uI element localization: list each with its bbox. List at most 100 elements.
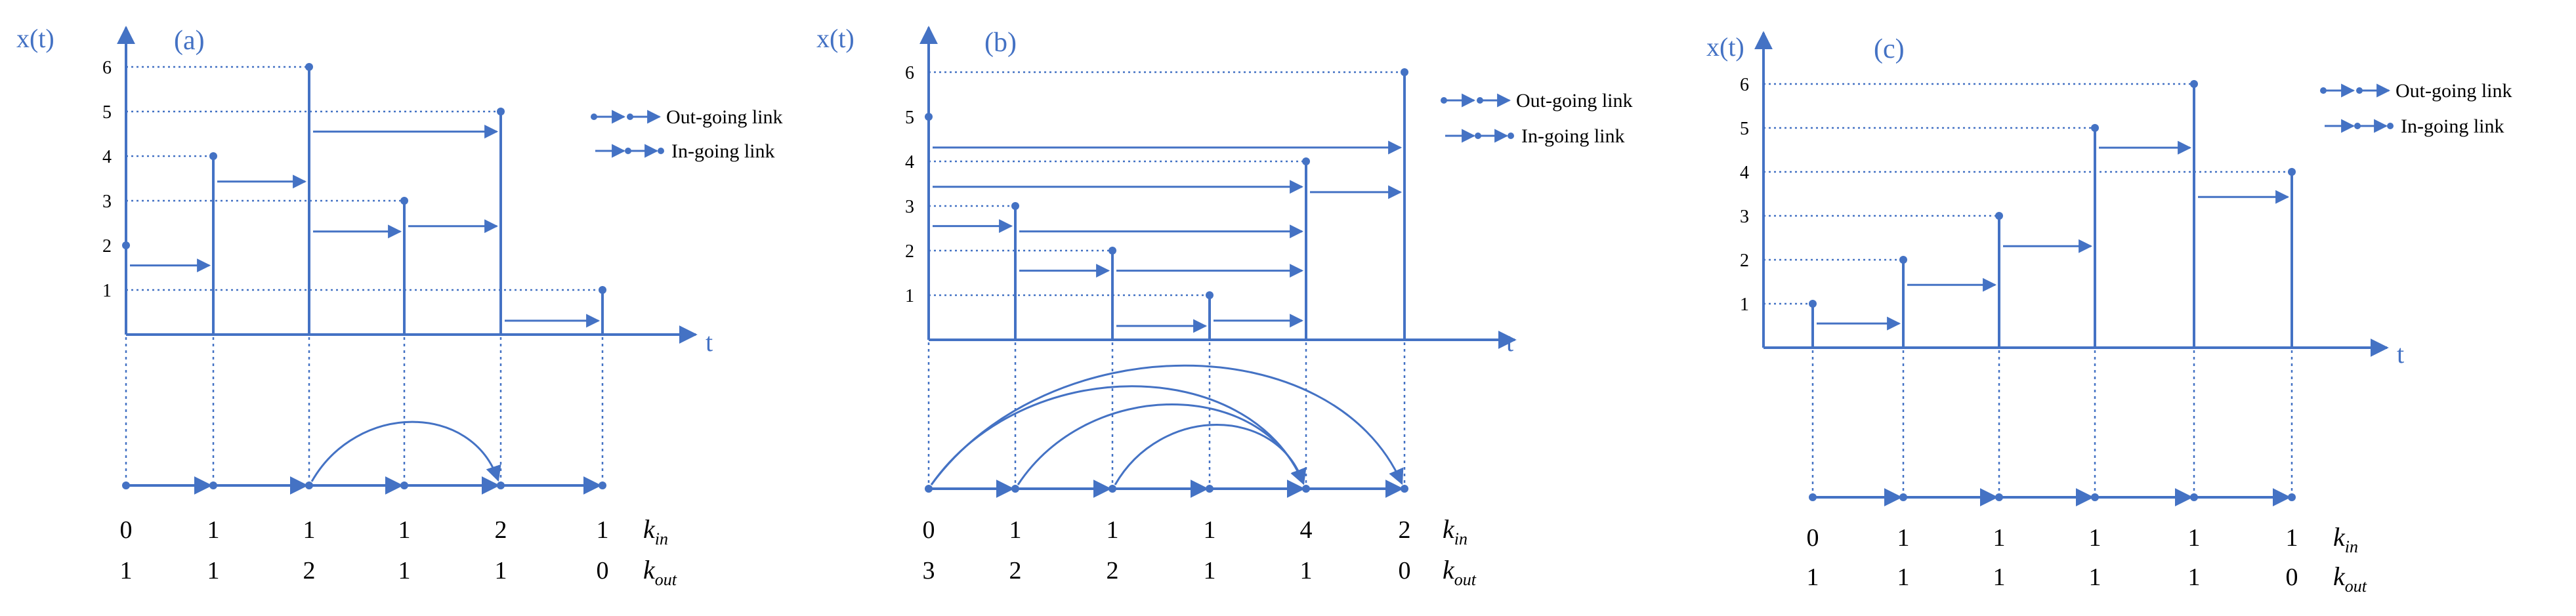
y-axis-label: x(t) (1706, 32, 1744, 62)
value-point (1011, 202, 1019, 210)
k-out-value: 1 (1807, 564, 1819, 591)
panel-label: (c) (1874, 34, 1905, 64)
y-tick-label: 5 (102, 102, 112, 123)
network-arc (930, 364, 1404, 485)
y-axis-label: x(t) (816, 24, 855, 53)
network-node (1011, 485, 1019, 493)
network-node (599, 482, 606, 489)
k-out-value: 1 (1300, 557, 1313, 585)
y-tick-label: 4 (1740, 163, 1749, 183)
x-axis-label: t (2397, 339, 2404, 369)
y-tick-label: 6 (102, 58, 112, 78)
k-in-value: 1 (597, 516, 609, 544)
value-point (305, 63, 313, 71)
k-out-label: kout (1443, 555, 1477, 589)
k-in-value: 1 (1897, 524, 1910, 552)
value-point (599, 286, 606, 294)
k-in-value: 1 (303, 516, 316, 544)
k-out-value: 1 (1897, 564, 1910, 591)
legend-out-label: Out-going link (666, 106, 783, 128)
k-out-value: 2 (303, 557, 316, 585)
y-tick-label: 3 (1740, 207, 1749, 227)
legend-in-label: In-going link (1521, 125, 1625, 147)
y-tick-label: 2 (905, 241, 914, 262)
k-in-value: 1 (207, 516, 220, 544)
k-out-value: 1 (2188, 564, 2201, 591)
value-point (2288, 168, 2296, 176)
y-tick-label: 5 (1740, 119, 1749, 139)
k-in-label: kin (643, 514, 668, 548)
network-node (209, 482, 217, 489)
k-out-value: 1 (1204, 557, 1216, 585)
network-node (2091, 493, 2099, 501)
y-tick-label: 1 (905, 286, 914, 306)
network-node (1809, 493, 1817, 501)
value-point (209, 152, 217, 160)
k-in-value: 0 (1807, 524, 1819, 552)
k-in-label: kin (1443, 514, 1467, 548)
k-out-value: 1 (207, 557, 220, 585)
k-in-value: 1 (398, 516, 411, 544)
k-in-value: 1 (2286, 524, 2298, 552)
k-out-value: 3 (923, 557, 935, 585)
x-axis-label: t (1506, 327, 1513, 357)
k-out-value: 1 (2089, 564, 2101, 591)
network-node (1995, 493, 2003, 501)
k-in-value: 2 (1399, 516, 1411, 544)
value-point (1206, 291, 1214, 299)
network-node (1401, 485, 1408, 493)
k-out-value: 0 (597, 557, 609, 585)
value-point (925, 113, 933, 121)
k-out-value: 1 (495, 557, 507, 585)
k-in-value: 0 (923, 516, 935, 544)
legend-in-dot (1508, 133, 1514, 139)
network-arc (1114, 424, 1307, 485)
y-tick-label: 1 (1740, 295, 1749, 315)
k-out-value: 0 (2286, 564, 2298, 591)
x-axis-label: t (706, 327, 713, 357)
network-node (497, 482, 505, 489)
network-node (925, 485, 933, 493)
network-arc (310, 421, 501, 482)
value-point (497, 108, 505, 115)
k-in-value: 1 (1204, 516, 1216, 544)
network-node (1109, 485, 1116, 493)
k-in-value: 1 (2089, 524, 2101, 552)
legend-in-label: In-going link (671, 140, 775, 162)
k-in-label: kin (2333, 522, 2358, 556)
value-point (2091, 124, 2099, 132)
value-point (1995, 212, 2003, 220)
network-node (400, 482, 408, 489)
k-in-value: 1 (1107, 516, 1119, 544)
network-node (122, 482, 130, 489)
value-point (122, 241, 130, 249)
k-out-value: 2 (1009, 557, 1022, 585)
network-node (1899, 493, 1907, 501)
value-point (2190, 80, 2198, 88)
legend-out-label: Out-going link (2396, 80, 2512, 102)
legend-in-dot (2387, 123, 2394, 129)
value-point (400, 197, 408, 205)
network-arc (1017, 403, 1306, 485)
y-tick-label: 2 (1740, 251, 1749, 271)
legend: Out-going link In-going link (591, 106, 783, 162)
k-out-value: 2 (1107, 557, 1119, 585)
k-out-value: 1 (1993, 564, 2006, 591)
network-node (2288, 493, 2296, 501)
value-point (1401, 68, 1408, 76)
k-in-value: 4 (1300, 516, 1313, 544)
k-in-value: 0 (120, 516, 133, 544)
y-axis-label: x(t) (16, 24, 54, 53)
panel-a: x(t) t (a) 1 2 3 4 5 6 0 1 1 1 2 1 1 1 2 1 1 0 kin kout (16, 24, 713, 589)
panel-c: x(t) t (c) 1 2 3 4 5 6 0 1 1 1 1 1 1 1 1 1 1 0 kin kout (1706, 31, 2404, 596)
k-in-value: 1 (1993, 524, 2006, 552)
value-point (1899, 256, 1907, 264)
panel-b: x(t) t (b) 1 2 3 4 5 6 0 1 1 1 4 2 3 2 2 1 1 0 kin kout (816, 24, 1517, 589)
y-tick-label: 3 (102, 192, 112, 212)
y-tick-label: 5 (905, 108, 914, 128)
k-out-value: 1 (398, 557, 411, 585)
panel-label: (b) (984, 28, 1017, 58)
value-point (1302, 157, 1310, 165)
k-out-label: kout (643, 555, 677, 589)
network-arc (930, 385, 1305, 485)
